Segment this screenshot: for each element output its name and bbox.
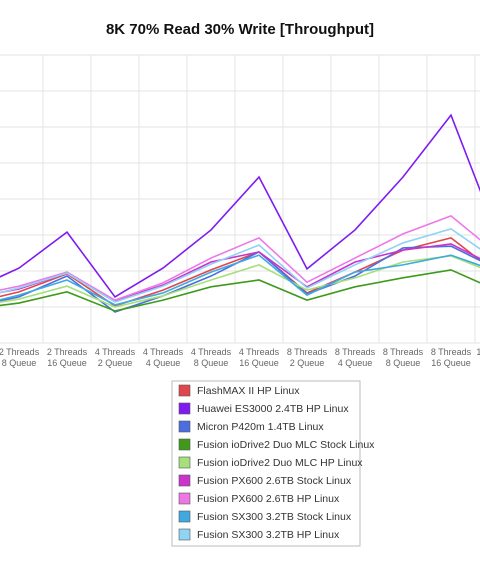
legend-label: FlashMAX II HP Linux xyxy=(197,385,300,397)
legend-label: Fusion ioDrive2 Duo MLC Stock Linux xyxy=(197,439,375,451)
x-tick-label-line: 8 Queue xyxy=(2,358,37,368)
series-line xyxy=(0,269,480,312)
x-tick-label-line: 8 Queue xyxy=(386,358,421,368)
legend-swatch xyxy=(178,402,191,415)
series-line xyxy=(0,254,480,306)
legend-label: Fusion PX600 2.6TB HP Linux xyxy=(197,493,340,505)
x-tick-label-line: 2 Queue xyxy=(290,358,325,368)
legend-entries: FlashMAX II HP Linux Huawei ES3000 2.4TB … xyxy=(178,384,375,541)
x-tick-label-line: 4 Queue xyxy=(146,358,181,368)
legend-label: Fusion SX300 3.2TB HP Linux xyxy=(197,529,340,541)
x-tick-label-line: 16 Queue xyxy=(239,358,279,368)
x-tick-label-line: 8 Threads xyxy=(287,347,328,357)
plot-area xyxy=(0,113,480,313)
legend-swatch xyxy=(178,420,191,433)
x-tick-label: 4 Threads 2 Queue xyxy=(95,347,136,368)
legend-swatch xyxy=(178,510,191,523)
x-tick-label: 4 Threads 8 Queue xyxy=(191,347,232,368)
legend xyxy=(171,380,361,547)
legend-label: Micron P420m 1.4TB Linux xyxy=(197,421,324,433)
x-tick-label: 8 Threads 4 Queue xyxy=(335,347,376,368)
x-tick-label: 8 Threads 8 Queue xyxy=(383,347,424,368)
x-tick-label-line: 2 Threads xyxy=(0,347,40,357)
legend-swatch xyxy=(178,474,191,487)
chart-title: 8K 70% Read 30% Write [Throughput] xyxy=(106,21,374,38)
x-tick-label-line: 8 Queue xyxy=(194,358,229,368)
x-tick-label: 4 Threads 16 Queue xyxy=(239,347,280,368)
x-tick-label-line: 2 Queue xyxy=(98,358,133,368)
x-tick-label-line: 2 Threads xyxy=(47,347,88,357)
x-tick-label: 2 Threads 16 Queue xyxy=(47,347,88,368)
legend-swatch xyxy=(178,384,191,397)
series-line xyxy=(0,113,480,298)
x-tick-label: 2 Threads 8 Queue xyxy=(0,347,40,368)
x-tick-label: 8 Threads 2 Queue xyxy=(287,347,328,368)
x-tick-label-line: 4 Threads xyxy=(143,347,184,357)
x-tick-label-line: 4 Threads xyxy=(191,347,232,357)
x-tick-label: 4 Threads 4 Queue xyxy=(143,347,184,368)
x-tick-label-line: 8 Threads xyxy=(383,347,424,357)
x-tick-label-line: 4 Threads xyxy=(95,347,136,357)
x-tick-label-line: 16 Queue xyxy=(47,358,87,368)
x-tick-label-line: 16 Queue xyxy=(431,358,471,368)
x-tick-label-line: 4 Threads xyxy=(239,347,280,357)
legend-swatch xyxy=(178,438,191,451)
x-tick-label-line: 4 Queue xyxy=(338,358,373,368)
legend-label: Huawei ES3000 2.4TB HP Linux xyxy=(197,403,349,415)
series-line xyxy=(0,255,480,308)
legend-swatch xyxy=(178,456,191,469)
series-line xyxy=(0,228,480,303)
legend-swatch xyxy=(178,528,191,541)
legend-label: Fusion SX300 3.2TB Stock Linux xyxy=(197,511,352,523)
x-tick-label-line: 8 Threads xyxy=(431,347,472,357)
legend-label: Fusion PX600 2.6TB Stock Linux xyxy=(197,475,352,487)
x-tick-label: 8 Threads 16 Queue xyxy=(431,347,472,368)
legend-label: Fusion ioDrive2 Duo MLC HP Linux xyxy=(197,457,363,469)
series-line xyxy=(0,215,480,302)
x-tick-label-line: 16 Threads xyxy=(476,347,480,357)
legend-swatch xyxy=(178,492,191,505)
x-tick-label-line: 8 Threads xyxy=(335,347,376,357)
